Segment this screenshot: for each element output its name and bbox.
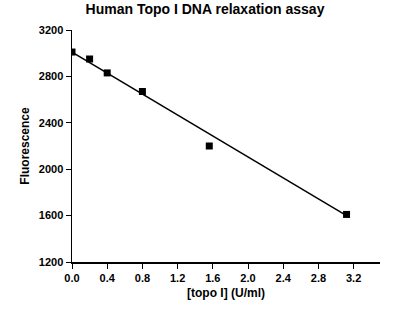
- svg-text:0.0: 0.0: [64, 272, 79, 284]
- svg-text:[topo I] (U/ml): [topo I] (U/ml): [187, 286, 265, 300]
- svg-text:2400: 2400: [39, 117, 63, 129]
- svg-text:2000: 2000: [39, 163, 63, 175]
- svg-text:Fluorescence: Fluorescence: [18, 107, 32, 185]
- svg-text:1200: 1200: [39, 256, 63, 268]
- svg-text:2.4: 2.4: [276, 272, 292, 284]
- svg-text:1600: 1600: [39, 209, 63, 221]
- svg-text:1.2: 1.2: [170, 272, 185, 284]
- svg-text:2800: 2800: [39, 70, 63, 82]
- svg-text:2.0: 2.0: [240, 272, 255, 284]
- svg-text:1.6: 1.6: [205, 272, 220, 284]
- svg-text:3.2: 3.2: [346, 272, 361, 284]
- svg-text:Human Topo I DNA relaxation as: Human Topo I DNA relaxation assay: [86, 1, 325, 17]
- svg-text:0.4: 0.4: [100, 272, 116, 284]
- svg-text:0.8: 0.8: [135, 272, 150, 284]
- svg-text:2.8: 2.8: [311, 272, 326, 284]
- svg-text:3200: 3200: [39, 24, 63, 36]
